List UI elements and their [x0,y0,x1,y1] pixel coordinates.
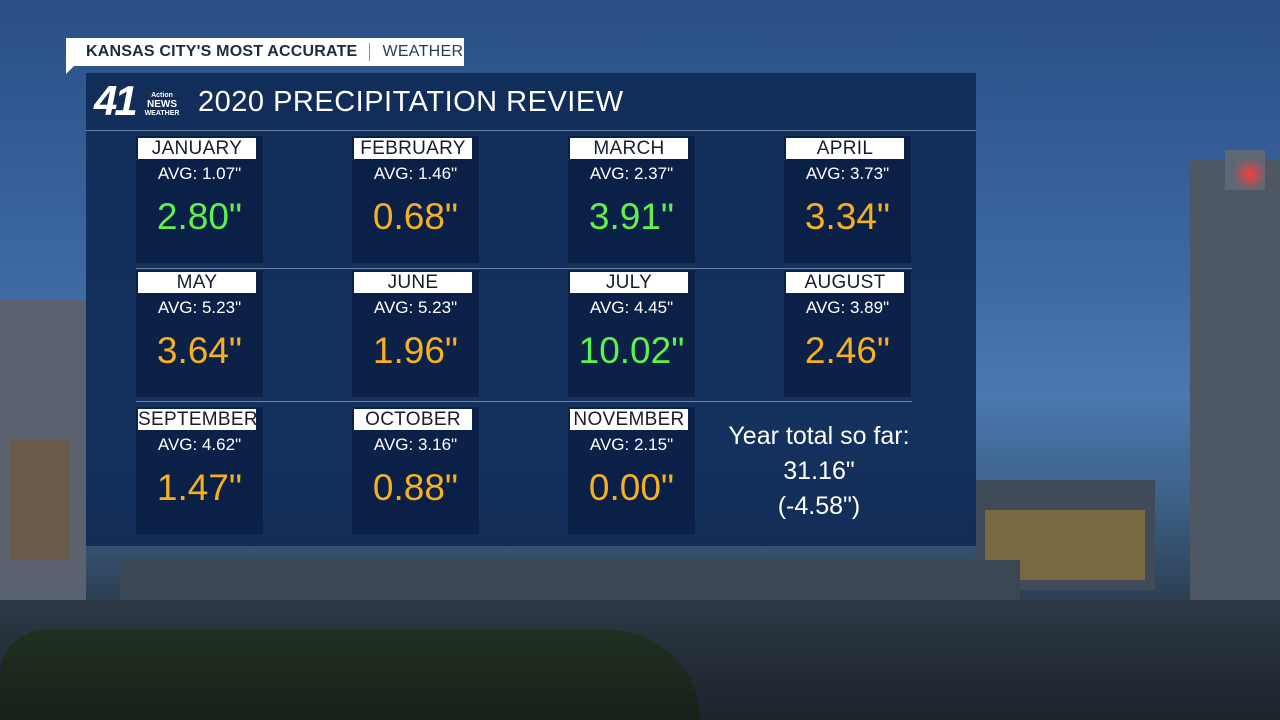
month-cell-november: NOVEMBER AVG: 2.15" 0.00" [568,407,695,534]
month-label: JULY [570,272,688,293]
month-label: MARCH [570,138,688,159]
month-cell-october: OCTOBER AVG: 3.16" 0.88" [352,407,479,534]
logo-line2: NEWS [147,99,177,110]
month-cell-february: FEBRUARY AVG: 1.46" 0.68" [352,136,479,263]
month-average: AVG: 2.15" [589,435,674,454]
month-precip-value: 0.00" [588,467,675,508]
month-cell-january: JANUARY AVG: 1.07" 2.80" [136,136,263,263]
tagline-tail [66,66,74,74]
month-cell-august: AUGUST AVG: 3.89" 2.46" [784,270,911,397]
month-precip-value: 3.34" [804,196,891,237]
month-precip-value: 3.91" [588,196,675,237]
year-total: Year total so far: 31.16" (-4.58") [700,419,938,524]
tagline-text: KANSAS CITY'S MOST ACCURATE [86,43,358,60]
month-average: AVG: 1.07" [157,164,242,183]
year-total-value: 31.16" [783,457,855,485]
station-logo: 41 Action NEWS WEATHER [94,77,184,124]
month-precip-value: 10.02" [578,330,685,371]
month-precip-value: 2.46" [804,330,891,371]
row-divider [136,401,912,402]
month-average: AVG: 4.45" [589,298,674,317]
panel-header: 41 Action NEWS WEATHER 2020 PRECIPITATIO… [86,73,976,131]
month-cell-june: JUNE AVG: 5.23" 1.96" [352,270,479,397]
month-cell-may: MAY AVG: 5.23" 3.64" [136,270,263,397]
tagline-divider [369,43,371,61]
month-cell-september: SEPTEMBER AVG: 4.62" 1.47" [136,407,263,534]
logo-line1: Action [151,92,173,99]
year-total-departure: (-4.58") [777,492,861,520]
month-label: MAY [138,272,256,293]
month-average: AVG: 2.37" [589,164,674,183]
month-precip-value: 2.80" [156,196,243,237]
month-label: JUNE [354,272,472,293]
month-average: AVG: 4.62" [157,435,242,454]
month-cell-march: MARCH AVG: 2.37" 3.91" [568,136,695,263]
month-precip-value: 0.88" [372,467,459,508]
month-label: NOVEMBER [570,409,688,430]
month-average: AVG: 5.23" [373,298,458,317]
month-average: AVG: 3.73" [805,164,890,183]
month-precip-value: 1.47" [156,467,243,508]
month-label: JANUARY [138,138,256,159]
month-label: APRIL [786,138,904,159]
month-label: AUGUST [786,272,904,293]
station-tagline: KANSAS CITY'S MOST ACCURATE WEATHER [66,38,464,74]
month-precip-value: 1.96" [372,330,459,371]
month-precip-value: 0.68" [372,196,459,237]
month-average: AVG: 5.23" [157,298,242,317]
month-precip-value: 3.64" [156,330,243,371]
page-title: 2020 PRECIPITATION REVIEW [198,86,624,118]
row-divider [136,268,912,269]
tagline-section: WEATHER [382,43,464,60]
month-label: SEPTEMBER [138,409,258,430]
month-cell-april: APRIL AVG: 3.73" 3.34" [784,136,911,263]
month-average: AVG: 3.89" [805,298,890,317]
logo-number: 41 [94,77,138,124]
month-average: AVG: 1.46" [373,164,458,183]
year-total-label: Year total so far: [728,422,910,450]
month-cell-july: JULY AVG: 4.45" 10.02" [568,270,695,397]
precipitation-panel: 41 Action NEWS WEATHER 2020 PRECIPITATIO… [86,73,976,546]
month-average: AVG: 3.16" [373,435,458,454]
logo-news-badge: Action NEWS WEATHER [142,92,182,117]
logo-line3: WEATHER [144,110,180,117]
month-label: FEBRUARY [354,138,472,159]
month-label: OCTOBER [354,409,472,430]
